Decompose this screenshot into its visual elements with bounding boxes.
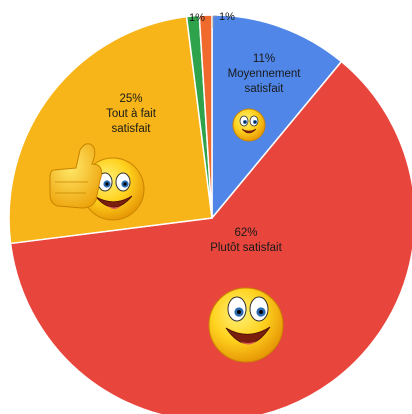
slice-label-moyennement-line1: Moyennement bbox=[228, 68, 302, 80]
slice-label-plutot-pct: 62% bbox=[234, 227, 257, 239]
big-smiley-icon bbox=[208, 287, 284, 363]
slice-label-vert: 1% bbox=[189, 12, 205, 24]
pie-labels: 1% 1% 11% Moyennement satisfait 25% Tout… bbox=[106, 11, 301, 254]
pie-slice-moyennement bbox=[211, 14, 343, 221]
slice-label-tout-line2: satisfait bbox=[112, 123, 152, 135]
pie-slice-plutot bbox=[9, 60, 412, 414]
small-smiley-icon bbox=[232, 108, 266, 142]
pie-slice-orange bbox=[198, 14, 213, 219]
slice-label-tout-line1: Tout à fait bbox=[106, 108, 157, 120]
slice-label-plutot-line1: Plutôt satisfait bbox=[210, 242, 282, 254]
thumbs-up-smiley-icon bbox=[49, 143, 145, 221]
slice-label-moyennement-line2: satisfait bbox=[245, 83, 285, 95]
slice-label-orange: 1% bbox=[219, 11, 235, 23]
slice-label-moyennement-pct: 11% bbox=[253, 53, 275, 65]
slice-label-tout-pct: 25% bbox=[119, 93, 142, 105]
pie-slices bbox=[8, 14, 412, 414]
